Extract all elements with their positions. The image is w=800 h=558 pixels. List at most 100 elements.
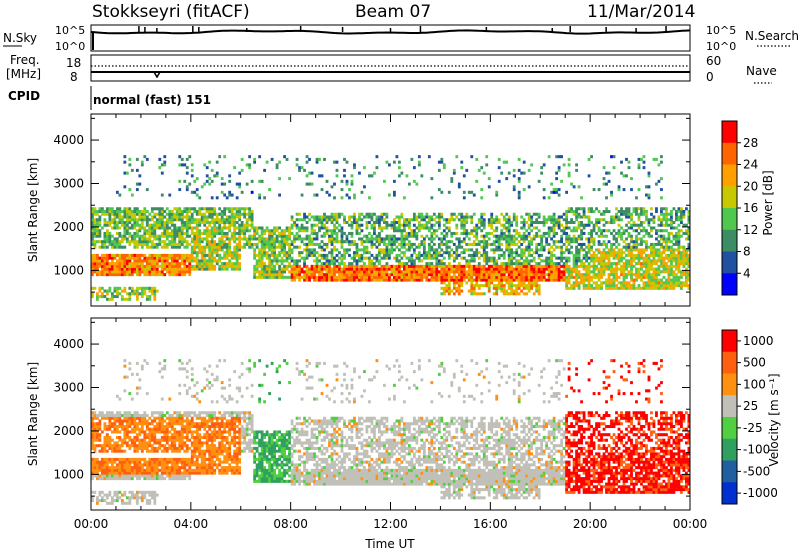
power-cell (116, 210, 119, 213)
power-cell (678, 224, 681, 227)
power-cell (348, 196, 351, 199)
power-cell (223, 240, 226, 243)
power-cell (560, 276, 563, 279)
power-cell (460, 161, 463, 164)
power-cell (563, 218, 566, 221)
power-cell (118, 262, 121, 265)
power-cell (650, 229, 653, 232)
power-cell (271, 246, 274, 249)
power-cell (251, 235, 254, 238)
power-cell (153, 226, 156, 229)
power-cell (358, 279, 361, 282)
power-cell (273, 276, 276, 279)
power-cell (366, 268, 369, 271)
power-cell (475, 180, 478, 183)
power-cell (188, 183, 191, 186)
power-cell (408, 226, 411, 229)
power-cell (648, 273, 651, 276)
power-cell (558, 276, 561, 279)
power-cell (573, 281, 576, 284)
power-cell (683, 254, 686, 257)
power-cell (500, 279, 503, 282)
power-cell (218, 240, 221, 243)
power-cell (445, 265, 448, 268)
power-cell (638, 213, 641, 216)
power-cell (448, 292, 451, 295)
power-cell (608, 276, 611, 279)
power-cell (311, 237, 314, 240)
power-cell (413, 270, 416, 273)
power-cell (321, 235, 324, 238)
power-cell (495, 259, 498, 262)
power-cell (500, 273, 503, 276)
power-cell (410, 268, 413, 271)
power-cell (371, 262, 374, 265)
power-cell (523, 232, 526, 235)
power-cell (373, 221, 376, 224)
power-cell (495, 215, 498, 218)
power-cell (525, 265, 528, 268)
power-cell (498, 273, 501, 276)
power-cell (413, 235, 416, 238)
power-cell (326, 276, 329, 279)
power-cell (480, 292, 483, 295)
power-cell (98, 259, 101, 262)
power-cell (443, 268, 446, 271)
power-cell (128, 273, 131, 276)
power-cell (183, 180, 186, 183)
power-cell (410, 235, 413, 238)
power-cell (395, 265, 398, 268)
power-cell (98, 290, 101, 293)
power-cell (528, 259, 531, 262)
power-cell (201, 213, 204, 216)
power-cell (668, 279, 671, 282)
power-cell (555, 224, 558, 227)
velocity-cell (98, 463, 101, 466)
power-cell (608, 273, 611, 276)
power-cell (268, 273, 271, 276)
power-cell (608, 254, 611, 257)
power-cell (98, 229, 101, 232)
power-cell (588, 174, 591, 177)
power-cell (131, 237, 134, 240)
power-cell (413, 251, 416, 254)
power-cell (485, 259, 488, 262)
power-cell (238, 237, 241, 240)
power-cell (153, 207, 156, 210)
power-cell (186, 221, 189, 224)
power-cell (128, 265, 131, 268)
power-cell (191, 232, 194, 235)
power-cell (186, 265, 189, 268)
power-cell (475, 284, 478, 287)
power-cell (573, 265, 576, 268)
power-cell (313, 259, 316, 262)
power-cell (625, 215, 628, 218)
power-cell (428, 251, 431, 254)
power-cell (495, 218, 498, 221)
power-cell (560, 229, 563, 232)
power-cell (570, 246, 573, 249)
power-cell (628, 284, 631, 287)
power-cell (293, 246, 296, 249)
power-cell (241, 207, 244, 210)
power-cell (538, 215, 541, 218)
power-cell (540, 248, 543, 251)
power-cell (553, 213, 556, 216)
power-cell (231, 265, 234, 268)
power-cell (238, 232, 241, 235)
power-cell (395, 226, 398, 229)
power-cell (308, 213, 311, 216)
power-cell (563, 257, 566, 260)
power-cell (593, 259, 596, 262)
power-cell (663, 235, 666, 238)
power-cell (351, 273, 354, 276)
power-cell (643, 273, 646, 276)
power-cell (173, 215, 176, 218)
power-cell (376, 259, 379, 262)
velocity-cell (101, 477, 104, 480)
power-cell (653, 215, 656, 218)
power-cell (508, 254, 511, 257)
power-cell (388, 235, 391, 238)
power-cell (535, 279, 538, 282)
power-cell (633, 246, 636, 249)
